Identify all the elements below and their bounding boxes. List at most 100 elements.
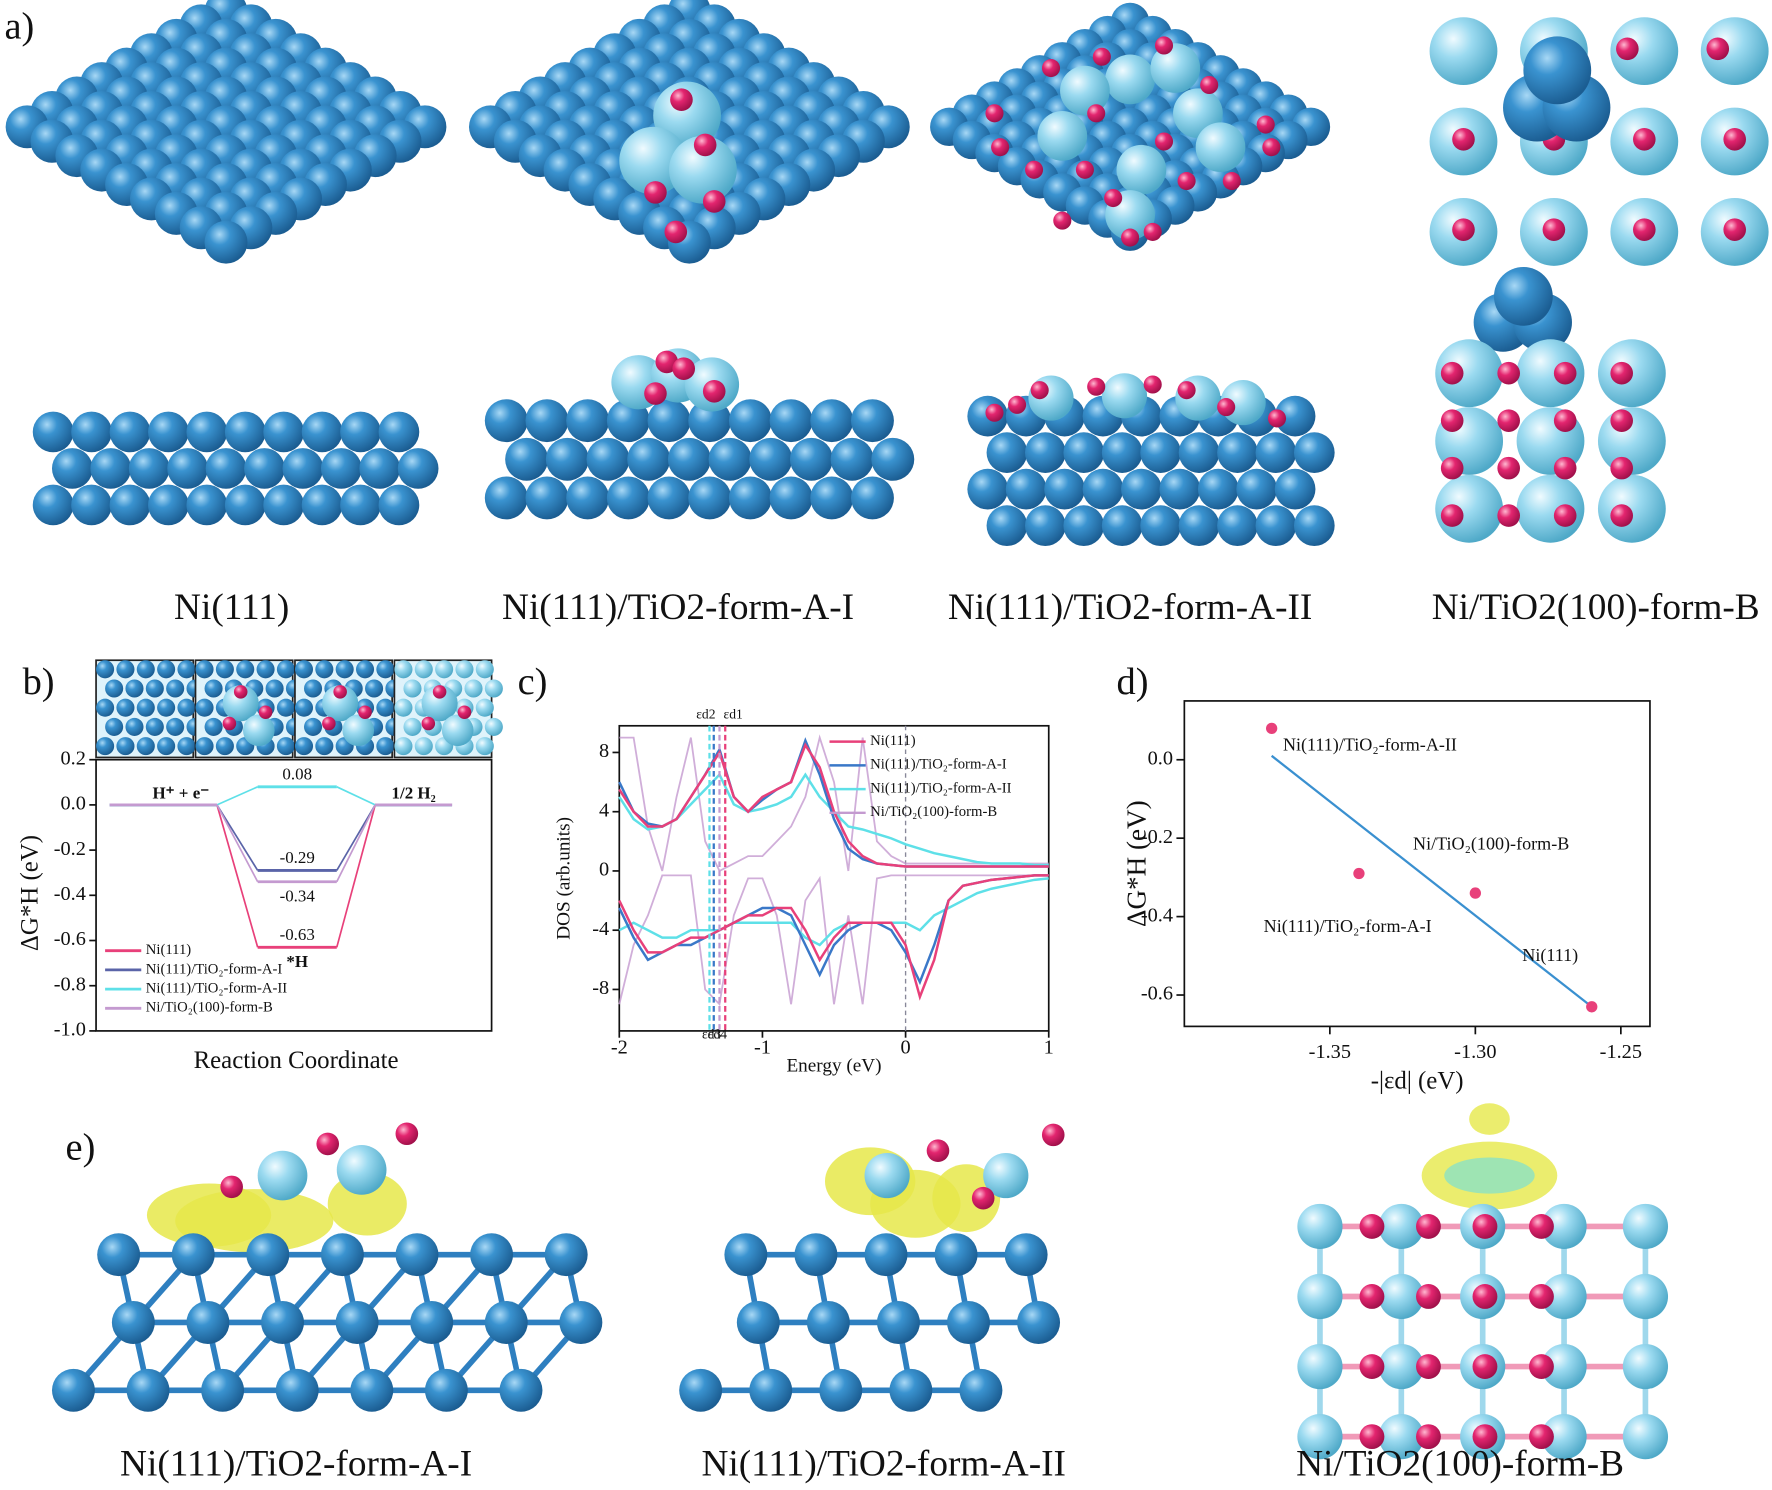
connector — [336, 786, 376, 806]
atom — [1105, 54, 1155, 105]
atom — [1297, 1414, 1343, 1460]
atom — [702, 190, 726, 213]
atom — [505, 437, 549, 481]
atom — [336, 1145, 387, 1195]
point — [1469, 887, 1481, 899]
atom — [644, 382, 667, 405]
atom — [395, 1122, 419, 1146]
atom — [1359, 1424, 1385, 1450]
panel-label: b) — [23, 661, 55, 703]
atom — [276, 660, 295, 679]
category-label: *H — [286, 952, 308, 971]
atom — [177, 737, 196, 756]
atom — [1440, 456, 1464, 480]
atom — [71, 484, 112, 526]
d-band-label: εd4 — [708, 1027, 727, 1042]
atom — [1497, 456, 1520, 480]
atom — [769, 399, 813, 443]
atom — [850, 399, 894, 443]
atom — [342, 714, 375, 747]
atom — [1008, 395, 1027, 414]
atom — [303, 679, 323, 698]
dos-line — [618, 874, 1049, 1001]
point-label: Ni(111) — [1522, 945, 1578, 966]
atom — [222, 685, 259, 722]
atom — [1255, 432, 1297, 473]
atom — [177, 698, 196, 717]
atom — [484, 476, 528, 520]
legend-label: Ni(111) — [870, 733, 916, 749]
atom — [1041, 59, 1061, 78]
y-tick-label: -1.0 — [54, 1019, 86, 1041]
atom — [1041, 1123, 1065, 1147]
atom — [204, 679, 223, 698]
atom — [167, 448, 208, 489]
atom — [1044, 468, 1085, 510]
data-label: -0.63 — [280, 925, 315, 944]
atom — [1632, 127, 1656, 151]
atom — [1178, 505, 1220, 546]
atom — [1622, 1273, 1669, 1320]
atom — [1195, 122, 1246, 173]
atom — [525, 476, 569, 520]
caption: Ni(111)/TiO2-form-A-I — [120, 1444, 472, 1485]
atom — [986, 505, 1028, 546]
atom — [32, 484, 74, 526]
atom — [1177, 381, 1196, 400]
atom — [1440, 409, 1464, 432]
caption: Ni/TiO2(100)-form-B — [1296, 1444, 1624, 1485]
atom — [1297, 1273, 1343, 1320]
atom — [1541, 1343, 1587, 1390]
legend-label: Ni(111)/TiO₂-form-A-I — [870, 757, 1007, 773]
atom — [263, 484, 304, 526]
point — [1353, 867, 1365, 880]
atom — [105, 717, 124, 736]
atom — [1597, 474, 1666, 543]
atom — [414, 660, 433, 679]
atom — [414, 737, 433, 756]
plot-frame — [618, 724, 1050, 1032]
atom — [125, 679, 144, 698]
atom — [670, 88, 693, 112]
y-tick-label: -0.2 — [1141, 826, 1173, 848]
atom — [97, 1233, 141, 1277]
atom — [1197, 468, 1239, 510]
structures — [5, 0, 1769, 1460]
atom — [806, 1301, 850, 1344]
atom — [1256, 115, 1275, 134]
atom — [376, 698, 395, 717]
caption: Ni(111)/TiO2-form-A-I — [502, 587, 854, 628]
atom — [1101, 432, 1143, 473]
atom — [1101, 505, 1143, 546]
atom — [1440, 361, 1464, 385]
atom — [1359, 1284, 1385, 1309]
atom — [1416, 1284, 1441, 1309]
y-tick-label: -0.8 — [54, 973, 86, 995]
atom — [109, 484, 151, 526]
atom — [186, 1301, 230, 1344]
atom — [204, 717, 223, 736]
atom — [233, 685, 248, 699]
atom — [1092, 47, 1111, 66]
x-axis-label: Reaction Coordinate — [194, 1047, 399, 1074]
atom — [432, 685, 447, 699]
atom — [1622, 1343, 1669, 1390]
atom — [1435, 339, 1504, 408]
atom — [1087, 377, 1106, 396]
atom — [1217, 505, 1258, 546]
atom — [51, 448, 93, 489]
atom — [1416, 1213, 1441, 1239]
d-band-label: εd1 — [724, 707, 743, 722]
atom — [204, 220, 248, 264]
atom — [1497, 504, 1520, 527]
connector — [216, 804, 259, 871]
atom — [669, 135, 737, 204]
atom — [128, 448, 170, 489]
atom — [263, 411, 304, 453]
atom — [693, 133, 717, 157]
atom — [1267, 409, 1287, 428]
atom — [1529, 1424, 1554, 1450]
atom — [1025, 160, 1044, 179]
atom — [1150, 43, 1201, 93]
